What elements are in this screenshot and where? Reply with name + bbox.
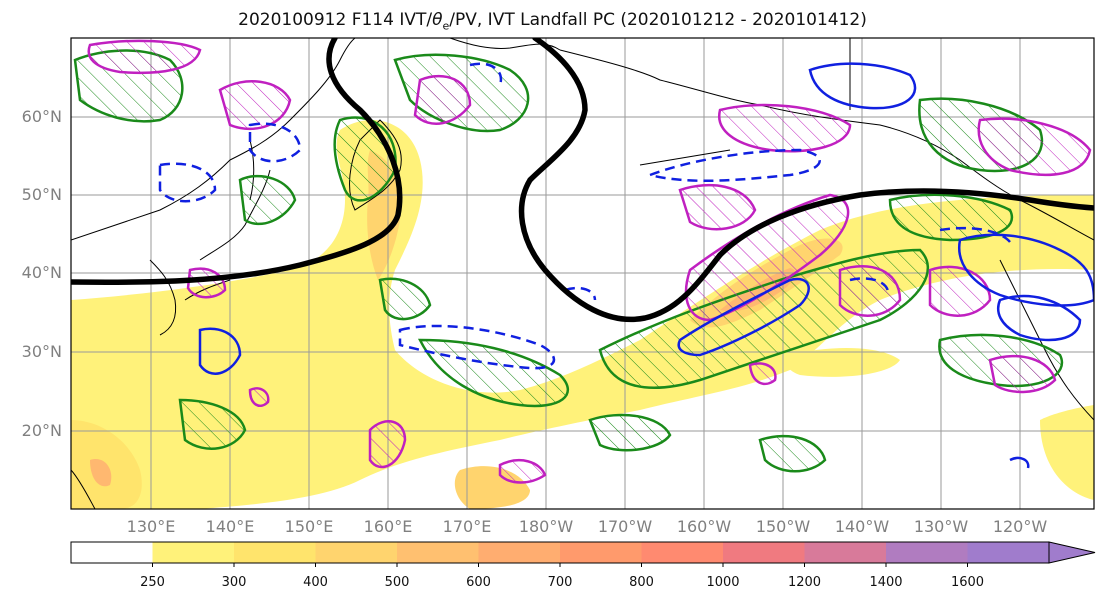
blue-dashed-contour-asia [158,162,217,203]
title-theta: θ [432,10,443,30]
coast-philippines [71,469,96,509]
colorbar-segment [967,542,1050,563]
pv-region-hawaii [748,362,777,386]
lon-label: 140°W [834,517,890,536]
colorbar-tick-label: 800 [629,575,654,590]
colorbar-tick-label: 1000 [706,575,740,590]
colorbar-segment [804,542,887,563]
lon-label: 170°E [442,517,492,536]
title-suffix: /PV, IVT Landfall PC (2020101212 - 20201… [449,10,867,30]
theta-e-region-west-mid [378,277,432,321]
lon-label: 160°W [676,517,732,536]
blue-contour-east-small [1009,456,1030,469]
lon-label: 130°W [913,517,969,536]
colorbar-segment [397,542,479,563]
blue-contours [198,62,1094,469]
colorbar-segment [315,542,398,563]
colorbar-tick-label: 400 [303,575,328,590]
lon-label: 130°E [126,517,176,536]
colorbar-segment [152,542,235,563]
ivt-region-east-mid [786,348,900,377]
colorbar-segment [560,542,642,563]
pv-region-gulf-north [718,103,852,153]
lat-label: 50°N [21,185,62,204]
colorbar-segment [234,542,316,563]
pv-region-south-small [498,459,547,484]
colorbar-tick-label: 500 [384,575,410,590]
lon-label: 170°W [597,517,653,536]
lat-label: 60°N [21,107,62,126]
colorbar-tick-label: 700 [547,575,573,590]
coast-korea [149,259,177,336]
pv-region-bering [413,74,472,125]
lat-label: 20°N [21,421,62,440]
lon-label: 180°W [518,517,574,536]
blue-contour-ar [677,277,810,357]
lon-label: 150°E [284,517,334,536]
pv-contours [87,39,1092,484]
map-plot-area [71,38,1094,509]
pv-region-sw-small [248,387,270,407]
theta-e-region-south [588,413,672,452]
colorbar-segment [478,542,561,563]
ivt-region-kuroshio [71,120,1094,509]
lon-label: 140°E [205,517,255,536]
map-title: 2020100912 F114 IVT/θe/PV, IVT Landfall … [0,10,1105,32]
blue-contour-east-coast [996,294,1082,342]
title-theta-sub: e [442,19,450,33]
lon-label: 160°E [363,517,413,536]
pv-region-south [368,420,407,469]
ivt-region-southwest-inner [90,459,112,487]
pv-region-ar-north [678,183,757,231]
colorbar-segment [71,542,153,563]
jet-contour [71,38,1094,323]
colorbar-tick-label: 250 [140,575,165,590]
theta-e-region-east-south-2 [758,434,827,473]
blue-dashed-contour-gulf [939,226,1011,243]
colorbar-segment [641,542,724,563]
pv-region-sw-coast [988,354,1057,394]
ivt-region-east-south [1040,405,1094,500]
colorbar-extend-arrow [1048,541,1096,564]
blue-dashed-contour-bering [469,62,503,86]
blue-contour-west [198,327,242,375]
coast-aleutians [639,149,731,166]
colorbar-segment [886,542,968,563]
blue-dashed-contour-east [849,277,890,296]
pv-region-japan-north [218,80,292,130]
theta-e-region-west [178,398,247,450]
blue-dashed-contour-central [398,324,556,370]
blue-dashed-contour-japan [248,122,302,163]
lon-label: 150°W [755,517,811,536]
map-frame [70,37,1095,510]
colorbar-tick-label: 300 [221,575,247,590]
blue-dashed-contour-aleutian [645,148,821,183]
lat-label: 40°N [21,263,62,282]
blue-contour-pnw [808,62,917,110]
theta-e-region-jp [238,174,297,226]
colorbar-tick-label: 1400 [869,575,903,590]
title-prefix: 2020100912 F114 IVT/ [238,10,433,30]
colorbar-segment [723,542,805,563]
blue-dashed-contour-mid [564,286,597,301]
colorbar-tick-label: 600 [466,575,491,590]
pv-region-nw [87,39,202,75]
blue-dashed-contours [158,62,1011,370]
colorbar-tick-label: 1200 [787,575,822,590]
pv-region-pnw [977,117,1092,176]
colorbar-tick-label: 1600 [950,575,985,590]
lat-label: 30°N [21,342,62,361]
colorbar [70,541,1096,567]
coastlines [71,38,1094,509]
lon-label: 120°W [992,517,1048,536]
